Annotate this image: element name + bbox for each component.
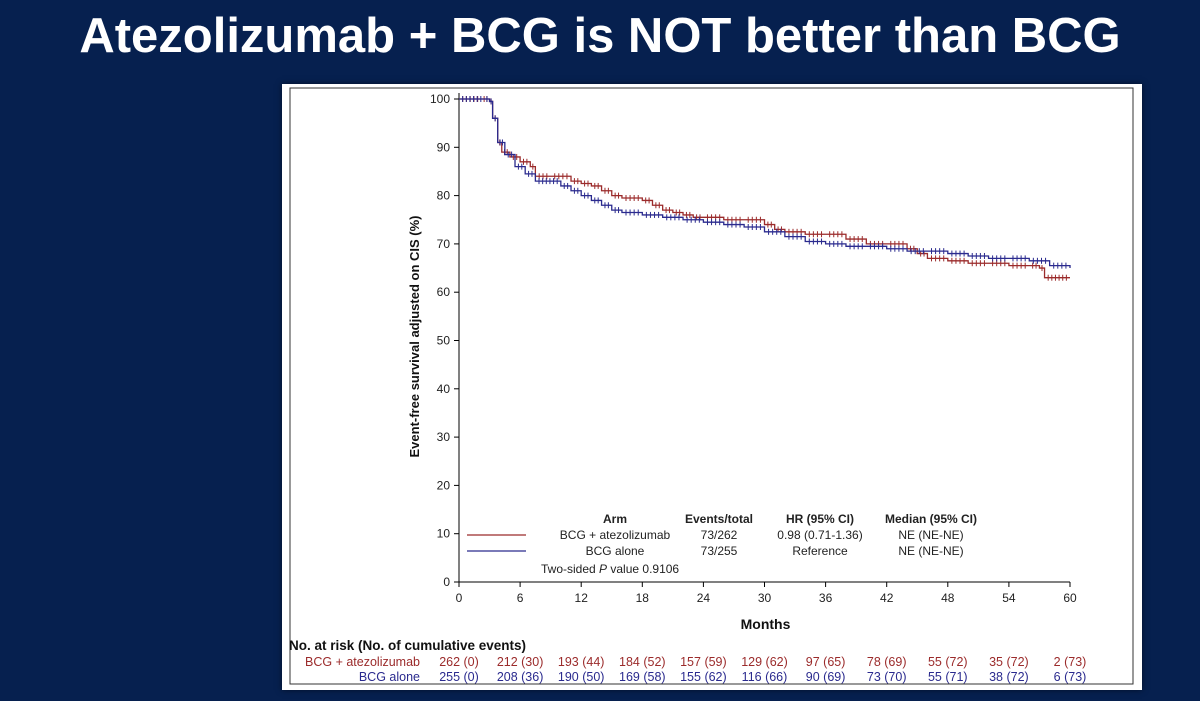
x-tick-label: 42 <box>880 591 894 605</box>
km-figure-panel: 0 10 20 30 40 50 60 70 80 90 100 0 6 12 18 24 30 36 42 48 54… <box>282 84 1142 690</box>
survival-curves <box>459 96 1071 281</box>
y-tick-label: 10 <box>437 527 451 541</box>
risk-row-label: BCG alone <box>359 670 420 684</box>
km-chart: 0 10 20 30 40 50 60 70 80 90 100 0 6 12 18 24 30 36 42 48 54… <box>289 87 1134 685</box>
legend-arm-label: BCG + atezolizumab <box>560 528 671 542</box>
axes: 0 10 20 30 40 50 60 70 80 90 100 0 6 12 18 24 30 36 42 48 54… <box>289 87 1134 685</box>
legend-median-value: NE (NE-NE) <box>898 528 963 542</box>
y-tick-label: 20 <box>437 478 451 492</box>
legend: Arm Events/total HR (95% CI) Median (95% CI… <box>467 512 977 576</box>
legend-hr-value: Reference <box>792 544 848 558</box>
x-tick-label: 60 <box>1063 591 1077 605</box>
y-tick-label: 100 <box>430 92 450 106</box>
legend-arm-label: BCG alone <box>586 544 645 558</box>
y-tick-label: 70 <box>437 237 451 251</box>
risk-value: 155 (62) <box>680 670 727 684</box>
y-axis-label: Event-free survival adjusted on CIS (%) <box>407 215 422 457</box>
risk-value: 78 (69) <box>867 655 907 669</box>
legend-header-arm: Arm <box>603 512 627 526</box>
legend-median-value: NE (NE-NE) <box>898 544 963 558</box>
risk-value: 212 (30) <box>497 655 544 669</box>
risk-value: 90 (69) <box>806 670 846 684</box>
x-tick-label: 36 <box>819 591 833 605</box>
risk-value: 35 (72) <box>989 655 1029 669</box>
risk-value: 169 (58) <box>619 670 666 684</box>
figure-frame <box>289 87 1134 685</box>
risk-value: 193 (44) <box>558 655 605 669</box>
risk-value: 129 (62) <box>741 655 788 669</box>
legend-header-median: Median (95% CI) <box>885 512 977 526</box>
risk-value: 97 (65) <box>806 655 846 669</box>
x-tick-label: 12 <box>575 591 589 605</box>
x-tick-label: 30 <box>758 591 772 605</box>
slide-title: Atezolizumab + BCG is NOT better than BC… <box>79 9 1121 63</box>
x-tick-label: 18 <box>636 591 650 605</box>
x-axis-label: Months <box>741 616 791 632</box>
risk-value: 255 (0) <box>439 670 479 684</box>
x-tick-label: 6 <box>517 591 524 605</box>
risk-value: 55 (72) <box>928 655 968 669</box>
y-tick-label: 50 <box>437 334 451 348</box>
legend-header-hr: HR (95% CI) <box>786 512 854 526</box>
y-tick-label: 60 <box>437 285 451 299</box>
series-line-atezolizumab <box>459 98 1070 279</box>
risk-value: 116 (66) <box>742 670 788 684</box>
y-tick-label: 0 <box>443 575 450 589</box>
x-tick-label: 48 <box>941 591 955 605</box>
legend-events-value: 73/255 <box>701 544 738 558</box>
risk-value: 262 (0) <box>439 655 479 669</box>
risk-table-title: No. at risk (No. of cumulative events) <box>289 638 526 653</box>
p-value-text: Two-sided P value 0.9106 <box>541 562 679 576</box>
risk-value: 184 (52) <box>619 655 666 669</box>
risk-value: 190 (50) <box>558 670 605 684</box>
y-tick-label: 40 <box>437 382 451 396</box>
risk-value: 2 (73) <box>1054 655 1087 669</box>
risk-value: 55 (71) <box>928 670 968 684</box>
y-tick-label: 90 <box>437 140 451 154</box>
risk-value: 6 (73) <box>1054 670 1087 684</box>
risk-table: No. at risk (No. of cumulative events) BC… <box>289 638 1086 684</box>
y-tick-label: 30 <box>437 430 451 444</box>
y-tick-label: 80 <box>437 189 451 203</box>
risk-value: 157 (59) <box>680 655 727 669</box>
risk-value: 38 (72) <box>989 670 1029 684</box>
x-tick-label: 0 <box>456 591 463 605</box>
legend-header-events: Events/total <box>685 512 753 526</box>
legend-events-value: 73/262 <box>701 528 738 542</box>
risk-row-label: BCG + atezolizumab <box>305 655 420 669</box>
risk-value: 73 (70) <box>867 670 907 684</box>
series-line-bcg-alone <box>459 98 1071 269</box>
risk-value: 208 (36) <box>497 670 544 684</box>
legend-hr-value: 0.98 (0.71-1.36) <box>777 528 862 542</box>
x-tick-label: 24 <box>697 591 711 605</box>
x-tick-label: 54 <box>1002 591 1016 605</box>
